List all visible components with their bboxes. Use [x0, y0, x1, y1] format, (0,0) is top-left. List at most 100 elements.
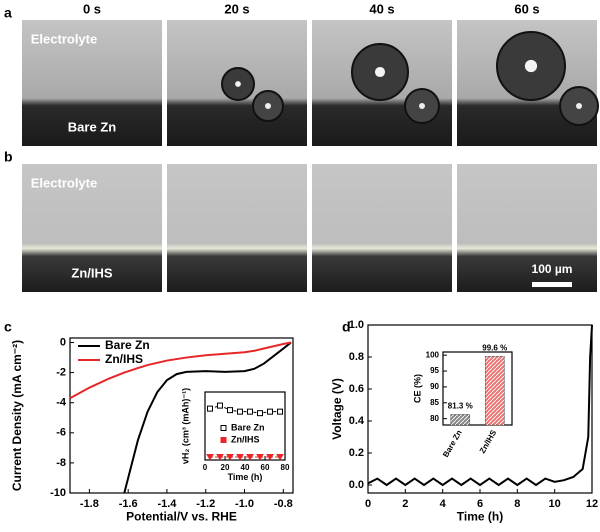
point	[237, 408, 243, 415]
y-tick-label: -6	[56, 427, 66, 439]
legend-label: Bare Zn	[231, 422, 265, 432]
plot-frame	[69, 337, 294, 494]
x-tick-label: -1.8	[80, 498, 99, 510]
y-axis-label: CE (%)	[412, 374, 422, 403]
series-line	[69, 341, 292, 400]
time-label: 0 s	[83, 1, 101, 16]
legend-label: Bare Zn	[105, 338, 150, 352]
micrograph	[22, 164, 162, 292]
x-axis-label: Time (h)	[228, 472, 263, 482]
x-tick-label: Zn/IHS	[478, 428, 499, 455]
x-tick-label: 0	[203, 463, 208, 472]
point	[276, 453, 284, 461]
y-tick-label: 0.4	[349, 415, 365, 427]
panel-letter: c	[4, 319, 12, 335]
series-line	[123, 341, 292, 494]
x-tick-label: 80	[281, 463, 290, 472]
x-tick-label: -1.6	[119, 498, 138, 510]
y-tick-label: -10	[50, 487, 66, 499]
bubble-highlight	[374, 66, 386, 78]
point	[227, 407, 233, 414]
point	[266, 453, 274, 461]
point	[247, 408, 253, 415]
point	[246, 453, 254, 461]
y-tick-label: 0.0	[349, 479, 364, 491]
micrograph	[167, 164, 307, 292]
y-tick-label: 1.0	[349, 319, 364, 331]
x-tick-label: Bare Zn	[441, 428, 464, 458]
y-tick-label: -4	[56, 397, 67, 409]
point	[267, 408, 273, 415]
point	[207, 405, 213, 412]
y-tick-label: 0	[60, 336, 66, 348]
bubble-highlight	[419, 103, 425, 109]
scale-bar	[532, 282, 572, 287]
point	[226, 453, 234, 461]
x-tick-label: 4	[440, 498, 447, 510]
point	[277, 408, 283, 415]
x-tick-label: 0	[365, 498, 371, 510]
x-tick-label: 2	[402, 498, 408, 510]
x-tick-label: -0.8	[274, 498, 293, 510]
y-tick-label: 100	[426, 350, 440, 359]
y-axis-label: Current Density (mA cm⁻²)	[10, 340, 24, 491]
x-tick-label: 12	[586, 498, 598, 510]
legend-label: Zn/IHS	[105, 352, 143, 366]
y-tick-label: -8	[56, 457, 66, 469]
bubble-highlight	[524, 59, 538, 73]
x-tick-label: 10	[549, 498, 561, 510]
time-label: 40 s	[369, 1, 394, 16]
x-tick-label: 40	[241, 463, 250, 472]
value-label: 99.6 %	[482, 344, 507, 353]
y-tick-label: -2	[56, 367, 66, 379]
x-tick-label: 8	[514, 498, 520, 510]
micrograph	[22, 20, 162, 146]
label-bottom: Zn/IHS	[71, 265, 112, 280]
label-top: Electrolyte	[31, 31, 97, 46]
panel-letter: b	[4, 149, 13, 165]
y-tick-label: 0.2	[349, 447, 364, 459]
value-label: 81.3 %	[448, 402, 473, 411]
point	[217, 402, 223, 409]
x-tick-label: -1.4	[157, 498, 177, 510]
time-label: 60 s	[514, 1, 539, 16]
x-tick-label: -1.0	[235, 498, 254, 510]
scale-bar-label: 100 µm	[532, 262, 573, 276]
legend-swatch	[220, 425, 227, 431]
point	[256, 453, 264, 461]
y-tick-label: 80	[430, 414, 439, 423]
point	[257, 410, 263, 417]
time-label: 20 s	[224, 1, 249, 16]
panel-letter: a	[4, 5, 12, 21]
series-line	[367, 324, 593, 487]
micrograph	[457, 164, 597, 292]
y-tick-label: 95	[430, 366, 439, 375]
y-axis-label: vH₂ (cm³ (mAh)⁻¹)	[180, 388, 190, 464]
bubble-highlight	[576, 103, 582, 109]
x-tick-label: 60	[261, 463, 270, 472]
bubble-highlight	[235, 81, 241, 87]
y-tick-label: 0.6	[349, 383, 364, 395]
x-tick-label: 20	[221, 463, 230, 472]
legend-label: Zn/IHS	[231, 434, 260, 444]
point	[206, 453, 214, 461]
point	[216, 453, 224, 461]
bar-hatch	[485, 356, 505, 425]
label-bottom: Bare Zn	[68, 119, 116, 134]
x-axis-label: Time (h)	[457, 509, 503, 523]
micrograph	[312, 164, 452, 292]
y-tick-label: 0.8	[349, 351, 364, 363]
point	[236, 453, 244, 461]
x-axis-label: Potential/V vs. RHE	[126, 509, 237, 523]
panel-letter: d	[342, 319, 351, 335]
x-tick-label: 6	[477, 498, 483, 510]
y-tick-label: 90	[430, 382, 439, 391]
y-tick-label: 85	[430, 398, 439, 407]
y-axis-label: Voltage (V)	[330, 378, 344, 440]
legend-swatch	[220, 437, 227, 443]
bubble-highlight	[265, 103, 271, 109]
bar-hatch	[450, 414, 470, 425]
x-tick-label: -1.2	[196, 498, 215, 510]
label-top: Electrolyte	[31, 175, 97, 190]
